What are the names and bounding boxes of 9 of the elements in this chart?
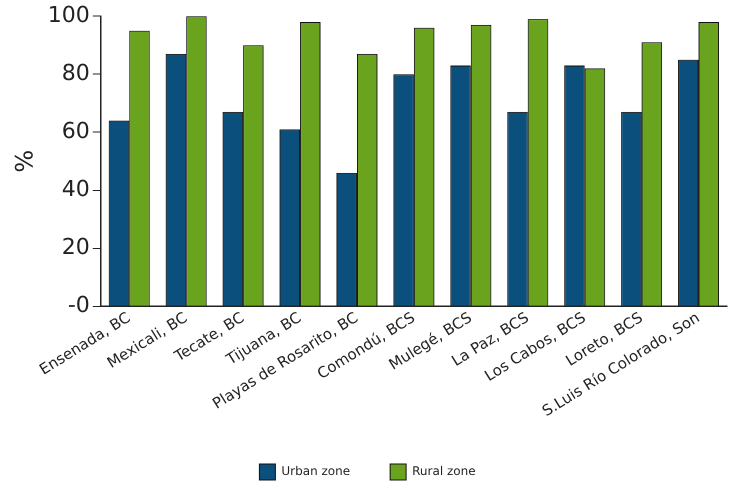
y-tick-label: -0 (68, 293, 90, 318)
y-tick-label: 60 (62, 118, 90, 144)
y-tick-label: 80 (62, 60, 90, 86)
y-tick-label: 100 (48, 2, 90, 28)
legend-label: Urban zone (281, 464, 350, 478)
y-axis-title: % (10, 150, 39, 173)
y-tick-label: 20 (62, 235, 90, 260)
legend-label: Rural zone (412, 464, 476, 478)
y-tick-label: 40 (62, 176, 90, 202)
